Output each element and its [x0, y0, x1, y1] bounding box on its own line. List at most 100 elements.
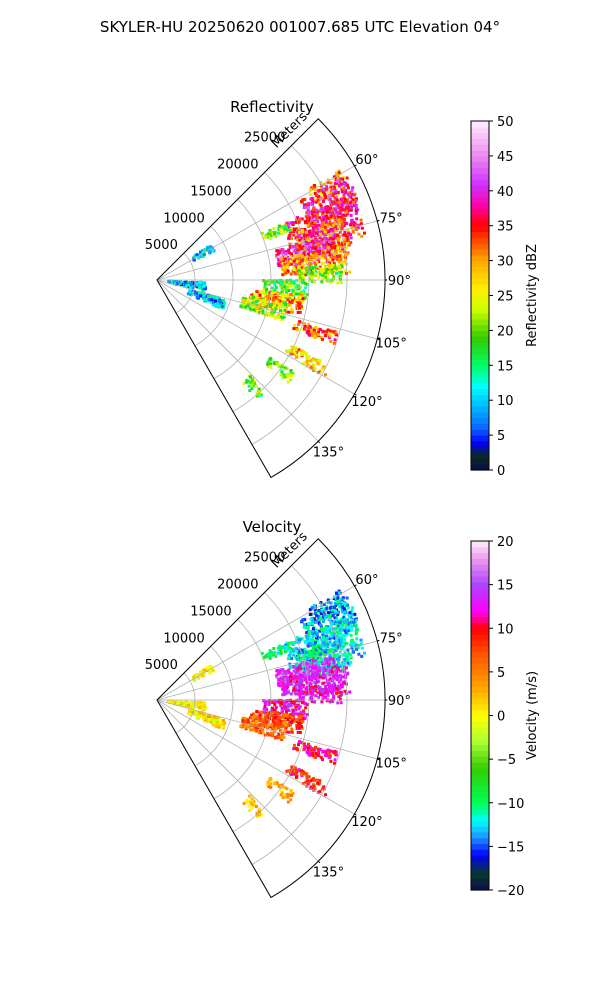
echo-cell: [267, 303, 271, 307]
echo-cell: [311, 778, 314, 782]
echo-cell: [283, 308, 287, 312]
echo-field: [167, 589, 366, 818]
echo-cell: [273, 650, 277, 654]
echo-cell: [313, 685, 317, 688]
echo-cell: [294, 220, 298, 224]
echo-cell: [202, 252, 206, 256]
echo-cell: [294, 299, 297, 303]
echo-cell: [291, 791, 295, 795]
echo-cell: [308, 244, 312, 248]
echo-cell: [281, 273, 285, 277]
echo-cell: [325, 661, 329, 665]
echo-cell: [290, 730, 294, 734]
echo-cell: [266, 781, 270, 785]
reflectivity-panel: Reflectivity50001000015000200002500060°7…: [145, 98, 540, 479]
echo-cell: [359, 222, 363, 226]
echo-cell: [300, 200, 303, 203]
echo-cell: [324, 188, 327, 192]
echo-cell: [203, 281, 207, 285]
echo-cell: [303, 678, 307, 682]
echo-cell: [214, 304, 218, 308]
echo-cell: [319, 604, 323, 608]
echo-cell: [321, 210, 325, 214]
echo-cell: [258, 309, 262, 313]
echo-cell: [305, 215, 309, 219]
echo-cell: [245, 380, 249, 384]
echo-cell: [314, 274, 318, 278]
echo-cell: [312, 328, 316, 332]
echo-cell: [299, 256, 302, 260]
echo-cell: [249, 380, 253, 384]
colorbar-segment: [471, 587, 489, 594]
echo-cell: [341, 208, 345, 212]
echo-cell: [281, 796, 285, 800]
echo-cell: [324, 650, 327, 654]
panel-title: Reflectivity: [230, 98, 314, 116]
echo-cell: [284, 296, 288, 299]
echo-cell: [324, 206, 328, 209]
echo-cell: [290, 351, 294, 355]
echo-cell: [290, 771, 294, 775]
echo-cell: [265, 305, 269, 309]
echo-cell: [327, 665, 330, 669]
echo-cell: [306, 654, 310, 658]
plot-frame: [156, 118, 386, 479]
colorbar-segment: [471, 738, 489, 746]
echo-cell: [314, 200, 318, 204]
echo-cell: [309, 621, 313, 625]
echo-cell: [334, 246, 337, 250]
echo-cell: [214, 299, 218, 303]
echo-cell: [349, 200, 353, 204]
echo-cell: [213, 715, 216, 719]
echo-cell: [329, 664, 333, 668]
azimuth-tick: [317, 440, 321, 444]
echo-cell: [320, 207, 324, 211]
echo-cell: [339, 206, 343, 210]
echo-cell: [294, 775, 298, 779]
echo-cell: [292, 291, 296, 295]
echo-cell: [313, 367, 317, 371]
echo-cell: [333, 641, 337, 645]
echo-cell: [279, 648, 283, 652]
colorbar-segment: [471, 849, 489, 856]
echo-cell: [297, 269, 301, 273]
echo-cell: [292, 665, 295, 668]
echo-cell: [265, 725, 269, 729]
echo-cell: [321, 244, 325, 248]
echo-cell: [184, 284, 188, 288]
echo-cell: [325, 640, 328, 644]
echo-cell: [286, 298, 290, 302]
echo-cell: [280, 791, 284, 795]
echo-cell: [311, 232, 315, 236]
echo-cell: [266, 362, 270, 366]
range-ring: [213, 199, 272, 380]
echo-cell: [295, 304, 299, 308]
echo-cell: [308, 233, 312, 237]
colorbar-segment: [471, 622, 489, 629]
echo-cell: [342, 653, 346, 657]
echo-cell: [324, 275, 327, 279]
echo-cell: [360, 226, 364, 230]
echo-cell: [335, 211, 338, 215]
echo-cell: [355, 228, 359, 231]
echo-cell: [322, 240, 326, 244]
echo-cell: [275, 669, 279, 673]
azimuth-spoke: [156, 279, 378, 340]
echo-cell: [308, 265, 312, 269]
echo-cell: [331, 614, 335, 617]
echo-cell: [288, 373, 292, 377]
echo-cell: [249, 295, 253, 299]
echo-cell: [310, 748, 314, 752]
echo-cell: [305, 268, 309, 272]
echo-cell: [288, 251, 291, 255]
echo-cell: [311, 272, 315, 276]
echo-cell: [352, 620, 356, 624]
echo-cell: [304, 360, 308, 364]
echo-cell: [326, 600, 330, 604]
echo-cell: [289, 798, 293, 802]
echo-cell: [321, 277, 325, 281]
echo-cell: [267, 702, 271, 706]
echo-cell: [284, 674, 288, 678]
echo-cell: [205, 245, 209, 249]
echo-cell: [301, 291, 305, 295]
